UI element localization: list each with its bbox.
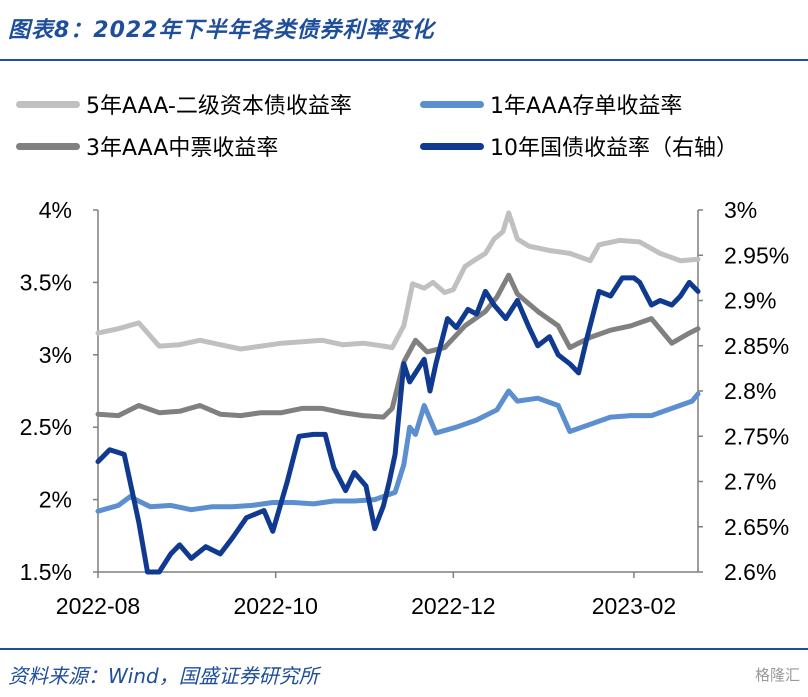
x-tick-label: 2023-02 (592, 593, 676, 619)
legend-swatch-5y (16, 100, 80, 108)
legend-swatch-10y (420, 142, 484, 150)
right-tick-label: 2.85% (724, 333, 789, 359)
right-tick-label: 3% (724, 197, 757, 223)
x-tick-label: 2022-10 (233, 593, 317, 619)
series-line-5y-capital-bond (95, 210, 701, 352)
watermark-text: 格隆汇 (754, 666, 800, 684)
legend-label-5y: 5年AAA-二级资本债收益率 (86, 94, 352, 119)
chart-ticks: 1.5% 2% 2.5% 3% 3.5% 4% 2.6% 2.65% 2.7% 2.75% 2.8%… (20, 197, 790, 619)
right-tick-label: 2.8% (724, 378, 776, 404)
series-line-10y-govt (95, 275, 701, 575)
right-tick-label: 2.9% (724, 288, 776, 314)
right-tick-label: 2.65% (724, 514, 789, 540)
source-note: 资料来源：Wind，国盛证券研究所 (8, 664, 319, 688)
left-tick-label: 1.5% (20, 559, 72, 585)
series-line-1y-ncd (95, 388, 701, 514)
right-tick-label: 2.75% (724, 423, 789, 449)
legend-label-1y: 1年AAA存单收益率 (490, 94, 683, 119)
left-tick-label: 3% (39, 342, 72, 368)
right-tick-label: 2.7% (724, 469, 776, 495)
left-tick-label: 2.5% (20, 414, 72, 440)
legend-swatch-1y (420, 100, 484, 108)
legend-label-3y: 3年AAA中票收益率 (86, 136, 279, 161)
legend-item-1y: 1年AAA存单收益率 (420, 88, 682, 120)
legend-item-3y: 3年AAA中票收益率 (16, 130, 278, 162)
legend-swatch-3y (16, 142, 80, 150)
x-tick-label: 2022-08 (56, 593, 140, 619)
series-line-3y-mtn (95, 272, 701, 420)
legend-label-10y: 10年国债收益率（右轴） (490, 136, 738, 161)
left-tick-label: 3.5% (20, 269, 72, 295)
title-divider (0, 59, 808, 61)
right-tick-label: 2.6% (724, 559, 776, 585)
left-tick-label: 4% (39, 197, 72, 223)
x-tick-label: 2022-12 (411, 593, 495, 619)
legend-item-5y: 5年AAA-二级资本债收益率 (16, 88, 352, 120)
legend-item-10y: 10年国债收益率（右轴） (420, 130, 738, 162)
right-tick-label: 2.95% (724, 242, 789, 268)
line-chart: 1.5% 2% 2.5% 3% 3.5% 4% 2.6% 2.65% 2.7% 2.75% 2.8%… (20, 197, 790, 619)
chart-series (95, 210, 701, 575)
left-tick-label: 2% (39, 487, 72, 513)
footer-divider (0, 648, 808, 650)
page-title: 图表8：2022年下半年各类债券利率变化 (8, 18, 435, 43)
